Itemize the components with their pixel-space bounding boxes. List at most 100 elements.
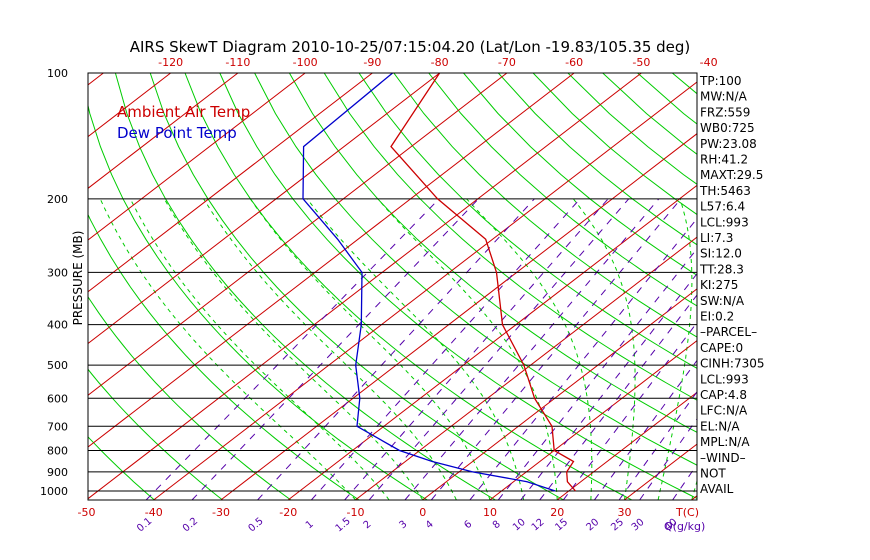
pressure-tick-label: 100 [47, 67, 68, 80]
data-series [302, 73, 576, 492]
bottom-temp-tick-label: -10 [347, 506, 365, 519]
top-temp-tick-label: -80 [431, 56, 449, 69]
stat-line: EL:N/A [700, 419, 740, 433]
dry-adiabat-line [88, 103, 428, 500]
isotherm-line [88, 73, 373, 293]
mixing-ratio-line [594, 359, 697, 500]
moist-adiabat-line [657, 198, 693, 500]
stat-line: WB0:725 [700, 121, 755, 135]
mixing-ratio-label: 2 [362, 519, 374, 532]
bottom-temp-tick-label: 20 [550, 506, 564, 519]
mixing-ratio-line [562, 321, 697, 500]
dry-adiabat-line [88, 436, 155, 500]
stat-line: LFC:N/A [700, 404, 748, 418]
stat-line: LCL:993 [700, 372, 749, 386]
bottom-temp-tick-label: -30 [212, 506, 230, 519]
bottom-temp-tick-label: 0 [419, 506, 426, 519]
bottom-temp-unit: T(C) [675, 506, 699, 519]
mixing-ratio-label: 8 [491, 519, 503, 532]
plot-frame [87, 72, 698, 501]
moist-adiabat-line [572, 198, 636, 500]
temperature-profile-line [390, 73, 576, 492]
pressure-tick-label: 900 [47, 466, 68, 479]
isotherm-line [88, 73, 508, 396]
dewpoint-profile-line [302, 73, 556, 492]
top-temp-tick-label: -40 [700, 56, 718, 69]
background-lines [88, 73, 697, 500]
isotherm-line [355, 236, 697, 500]
top-temp-tick-label: -90 [363, 56, 381, 69]
top-temp-tick-label: -110 [225, 56, 250, 69]
pressure-tick-label: 200 [47, 193, 68, 206]
stat-line: FRZ:559 [700, 105, 750, 119]
isotherms [88, 73, 697, 500]
mixing-ratio-line [639, 418, 697, 500]
mixing-ratio-line [344, 198, 609, 500]
stat-line: TP:100 [699, 74, 742, 88]
dry-adiabat-line [393, 73, 697, 338]
dry-adiabat-line [288, 73, 697, 433]
legend: Ambient Air Temp Dew Point Temp [117, 103, 250, 142]
isotherm-line [153, 81, 697, 500]
top-temp-tick-label: -60 [565, 56, 583, 69]
mixing-ratio-line [404, 198, 660, 500]
dry-adiabat-line [323, 73, 697, 401]
moist-adiabat-line [203, 198, 457, 500]
mixing-ratio-label: 4 [424, 519, 436, 532]
mixing-ratio-label: 1 [304, 519, 316, 532]
mixing-ratio-unit: Q(g/kg) [664, 520, 705, 533]
pressure-tick-label: 300 [47, 266, 68, 279]
chart-title: AIRS SkewT Diagram 2010-10-25/07:15:04.2… [130, 38, 691, 56]
stat-line: MAXT:29.5 [700, 168, 763, 182]
isotherm-line [556, 391, 697, 500]
stat-line: KI:275 [700, 278, 738, 292]
stat-line: LI:7.3 [700, 231, 733, 245]
mixing-ratio-line [618, 391, 697, 500]
bottom-temp-tick-label: -20 [279, 506, 297, 519]
pressure-tick-label: 800 [47, 444, 68, 457]
bottom-temp-tick-label: -40 [145, 506, 163, 519]
stat-line: TT:28.3 [699, 262, 744, 276]
bottom-temp-tick-labels: -50 -40 -30 -20 -10 0 10 20 30 [78, 506, 632, 519]
stat-line: CINH:7305 [700, 357, 765, 371]
pressure-tick-labels: 100 200 300 400 500 600 700 800 900 1000 [40, 67, 68, 498]
pressure-tick-label: 400 [47, 319, 68, 332]
isotherm-line [88, 73, 575, 448]
top-temp-tick-labels: -120 -110 -100 -90 -80 -70 -60 -50 -40 [158, 56, 717, 69]
stat-line: SI:12.0 [700, 247, 742, 261]
mixing-ratio-line [311, 198, 581, 500]
mixing-ratio-line [431, 198, 682, 500]
stat-line: MPL:N/A [700, 435, 750, 449]
pressure-tick-label: 600 [47, 392, 68, 405]
bottom-temp-tick-label: 10 [483, 506, 497, 519]
mixing-ratio-lines [145, 198, 697, 500]
dry-adiabat-line [358, 73, 697, 369]
top-temp-tick-label: -100 [293, 56, 318, 69]
legend-item-dewpoint: Dew Point Temp [117, 124, 237, 142]
stat-line: AVAIL [700, 482, 734, 496]
isotherm-line [422, 288, 697, 500]
top-temp-tick-label: -120 [158, 56, 183, 69]
stat-line: TH:5463 [699, 184, 751, 198]
dry-adiabats [88, 73, 697, 500]
mixing-ratio-label: 3 [398, 519, 410, 532]
stat-line: –PARCEL– [700, 325, 757, 339]
dry-adiabat-line [88, 368, 223, 500]
stat-line: CAP:4.8 [700, 388, 747, 402]
stat-line: MW:N/A [700, 90, 748, 104]
isotherm-line [88, 73, 239, 189]
y-axis-label: PRESSURE (MB) [71, 231, 85, 326]
stat-line: –WIND– [700, 451, 746, 465]
isotherm-line [88, 73, 440, 345]
moist-adiabat-line [163, 198, 424, 500]
isotherm-line [287, 184, 697, 500]
moist-adiabat-line [129, 198, 390, 500]
moist-adiabat-line [306, 198, 525, 500]
mixing-ratio-line [368, 198, 630, 500]
stat-line: EI:0.2 [700, 310, 734, 324]
pressure-tick-label: 1000 [40, 485, 68, 498]
stat-line: PW:23.08 [700, 137, 757, 151]
stat-line: CAPE:0 [700, 341, 743, 355]
